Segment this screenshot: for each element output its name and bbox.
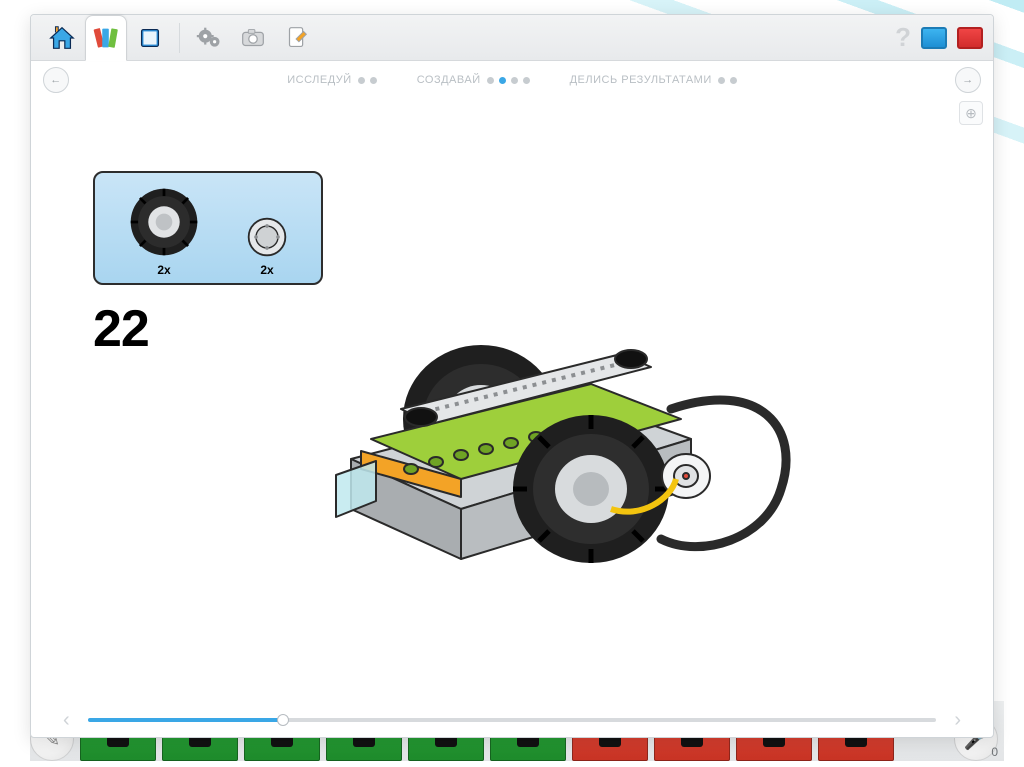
- phase-share[interactable]: ДЕЛИСЬ РЕЗУЛЬТАТАМИ: [570, 74, 737, 86]
- window-close[interactable]: [957, 27, 983, 49]
- book-button[interactable]: [129, 17, 171, 59]
- tray-count: 0: [991, 745, 998, 759]
- camera-button[interactable]: [232, 17, 274, 59]
- camera-icon: [238, 23, 268, 53]
- step-number: 22: [93, 299, 149, 359]
- edit-button[interactable]: [276, 17, 318, 59]
- zoom-in-button[interactable]: ⊕: [959, 101, 983, 125]
- library-icon: [91, 23, 121, 53]
- phase-breadcrumb: ← → ИССЛЕДУЙ СОЗДАВАЙ ДЕЛИСЬ РЕЗУЛЬТАТАМ…: [31, 61, 993, 99]
- home-icon: [47, 23, 77, 53]
- settings-button[interactable]: [188, 17, 230, 59]
- tire-icon: [127, 185, 201, 259]
- gears-icon: [194, 23, 224, 53]
- instruction-canvas: ⊕ 2x: [31, 99, 993, 703]
- phase-explore[interactable]: ИССЛЕДУЙ: [287, 74, 376, 86]
- page-scrubber: ‹ ›: [31, 703, 993, 737]
- top-toolbar: ?: [31, 15, 993, 61]
- part-qty: 2x: [260, 263, 273, 277]
- help-icon[interactable]: ?: [895, 22, 911, 53]
- book-icon: [135, 23, 165, 53]
- phase-create[interactable]: СОЗДАВАЙ: [417, 74, 530, 86]
- part-tire: 2x: [127, 185, 201, 277]
- phase-label: СОЗДАВАЙ: [417, 74, 481, 86]
- toolbar-divider: [179, 23, 180, 53]
- library-tab[interactable]: [85, 15, 127, 61]
- app-window: ? ← → ИССЛЕДУЙ СОЗДАВАЙ ДЕЛИСЬ РЕЗУЛЬТАТ…: [30, 14, 994, 738]
- phase-label: ИССЛЕДУЙ: [287, 74, 351, 86]
- edit-icon: [282, 23, 312, 53]
- scrub-track[interactable]: [88, 718, 937, 722]
- home-button[interactable]: [41, 17, 83, 59]
- phase-label: ДЕЛИСЬ РЕЗУЛЬТАТАМИ: [570, 74, 712, 86]
- prev-page-button[interactable]: ←: [43, 67, 69, 93]
- window-minimize[interactable]: [921, 27, 947, 49]
- scrub-prev[interactable]: ‹: [63, 710, 70, 730]
- scrub-handle[interactable]: [277, 714, 289, 726]
- scrub-next[interactable]: ›: [954, 710, 961, 730]
- next-page-button[interactable]: →: [955, 67, 981, 93]
- model-illustration: [281, 239, 821, 619]
- part-qty: 2x: [157, 263, 170, 277]
